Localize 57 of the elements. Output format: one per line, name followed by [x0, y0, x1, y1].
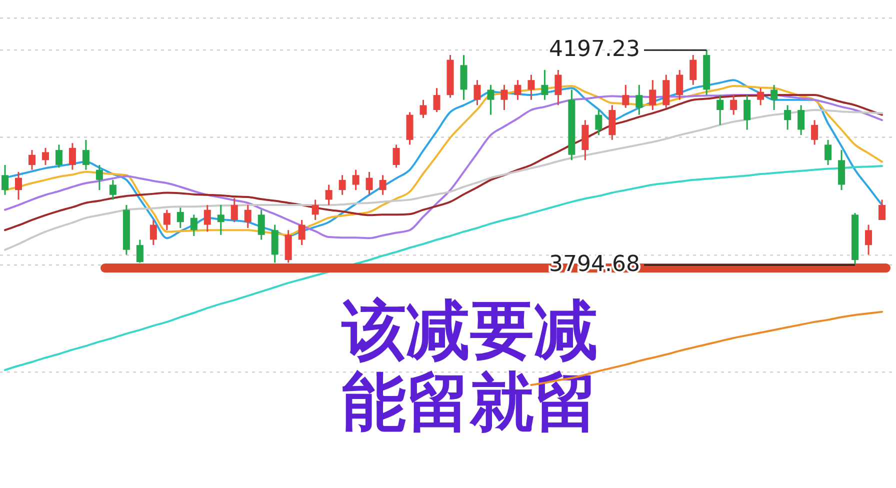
candlestick — [514, 79, 522, 101]
candlestick — [595, 109, 602, 136]
candlestick — [757, 87, 764, 106]
candlestick — [14, 171, 22, 200]
candlestick — [554, 69, 562, 106]
candlestick — [433, 87, 440, 113]
annotation: 能留就留 — [342, 366, 598, 440]
candlestick — [136, 238, 144, 264]
candlestick — [770, 84, 778, 111]
candlestick — [730, 94, 738, 116]
candlestick — [68, 142, 76, 171]
candlestick — [622, 84, 630, 109]
candlestick — [258, 209, 265, 240]
candlestick — [28, 149, 36, 171]
candlestick — [82, 139, 90, 171]
candlestick — [204, 204, 211, 232]
candlestick — [230, 197, 238, 223]
candlestick — [96, 164, 103, 191]
candlestick — [474, 79, 481, 106]
candlestick — [744, 94, 751, 130]
candlestick — [541, 69, 548, 101]
candlestick — [676, 69, 684, 101]
candlestick — [487, 84, 494, 116]
candlestick — [649, 79, 656, 111]
candlestick — [716, 94, 724, 126]
candlestick — [42, 147, 49, 166]
candlestick — [379, 174, 386, 196]
candlestick — [244, 204, 252, 229]
candlestick — [55, 144, 62, 168]
candlestick — [392, 144, 400, 168]
candlestick — [298, 219, 306, 246]
candlestick — [690, 54, 697, 86]
candlestick — [338, 174, 346, 196]
candlestick — [150, 219, 157, 246]
candlestick — [528, 74, 535, 101]
candlestick — [420, 99, 427, 119]
candlestick — [824, 139, 832, 166]
candlestick — [163, 209, 170, 231]
candlestick — [176, 206, 184, 229]
candlestick — [865, 224, 872, 256]
candlestick — [2, 164, 8, 196]
candlestick — [636, 84, 643, 116]
candlestick — [325, 184, 332, 206]
candlestick — [784, 104, 792, 130]
candlestick — [190, 214, 198, 237]
line-series — [4, 165, 883, 372]
annotation: 该减要减 — [341, 294, 598, 368]
candlestick — [500, 84, 508, 111]
y-tick-label: 4197.23 — [549, 37, 640, 62]
candlestick — [798, 104, 805, 136]
candlestick — [366, 171, 373, 196]
candlestick — [109, 179, 116, 200]
candlestick — [217, 204, 224, 236]
candlestick — [811, 119, 818, 146]
candlestick — [878, 198, 886, 221]
candlestick — [312, 198, 319, 221]
candlestick — [352, 169, 360, 191]
